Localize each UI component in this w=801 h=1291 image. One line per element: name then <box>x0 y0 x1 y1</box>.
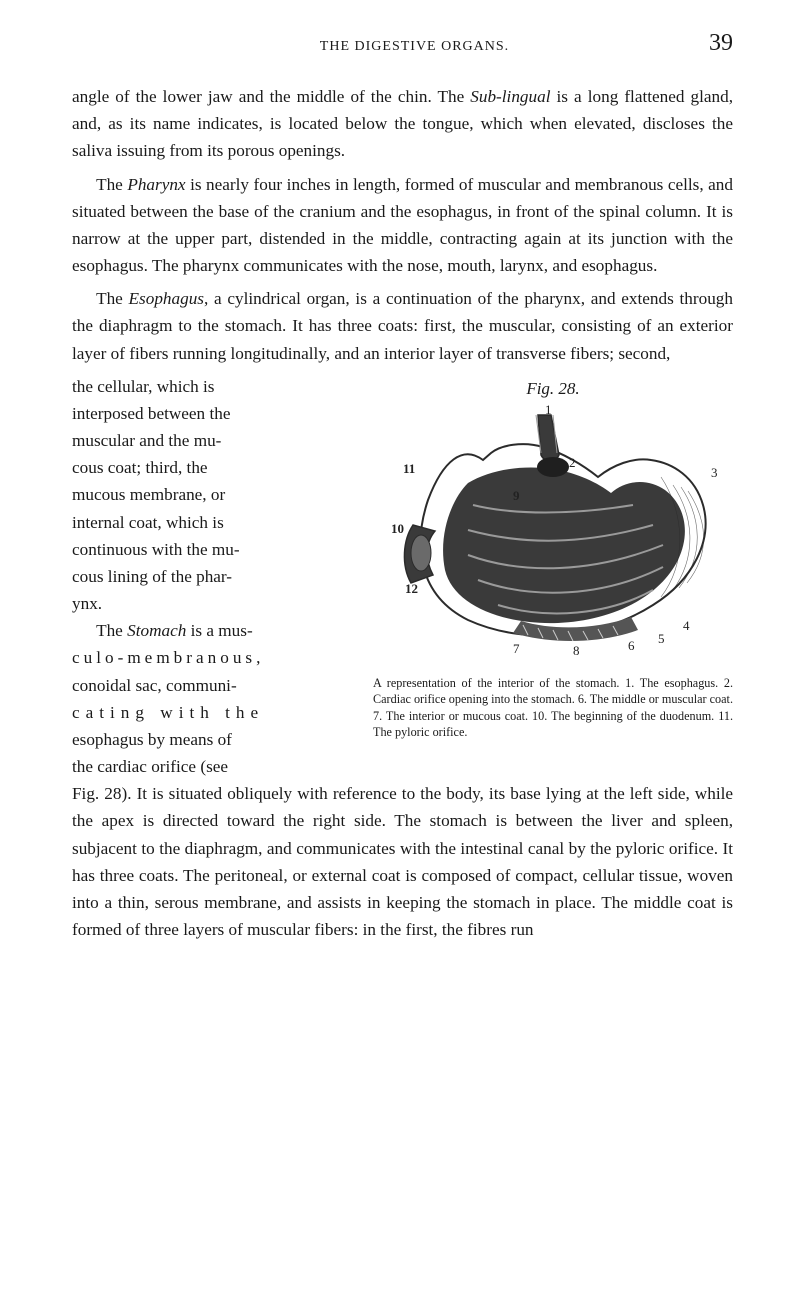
page-header: THE DIGESTIVE ORGANS. 39 <box>72 30 733 57</box>
term-esophagus: Esophagus <box>129 289 204 308</box>
paragraph-4: Fig. 28). It is situated obliquely with … <box>72 780 733 943</box>
text-run: The <box>96 289 128 308</box>
running-title: THE DIGESTIVE ORGANS. <box>120 39 709 55</box>
text-run: angle of the lower jaw and the middle of… <box>72 87 470 106</box>
paragraph-2: The Pharynx is nearly four inches in len… <box>72 171 733 280</box>
text-run: culo-membranous, <box>72 648 264 667</box>
term-stomach: Stomach <box>127 621 186 640</box>
fig-label-7: 7 <box>513 641 520 656</box>
figure-text-wrap: Fig. 28. <box>72 373 733 781</box>
fig-label-9: 9 <box>513 488 520 503</box>
fig-label-11: 11 <box>403 461 415 476</box>
paragraph-3: The Esophagus, a cylindrical organ, is a… <box>72 285 733 367</box>
stomach-illustration-icon: 1 2 3 4 5 6 7 8 9 10 11 12 <box>373 405 733 665</box>
page-number: 39 <box>709 30 733 57</box>
page-root: THE DIGESTIVE ORGANS. 39 angle of the lo… <box>0 0 801 1291</box>
cardiac-orifice <box>537 457 569 477</box>
text-run: The <box>96 175 127 194</box>
text-run: The <box>96 621 127 640</box>
fig-label-1: 1 <box>545 405 552 417</box>
paragraph-1: angle of the lower jaw and the middle of… <box>72 83 733 165</box>
pyloric-orifice <box>411 535 431 571</box>
fig-label-6: 6 <box>628 638 635 653</box>
figure-legend: A representation of the interior of the … <box>373 675 733 741</box>
fig-label-12: 12 <box>405 581 418 596</box>
figure-svg-wrap: 1 2 3 4 5 6 7 8 9 10 11 12 <box>373 405 733 665</box>
fig-label-4: 4 <box>683 618 690 633</box>
term-sublingual: Sub-lingual <box>470 87 550 106</box>
text-line: the cardiac orifice (see <box>72 753 733 780</box>
fig-label-2: 2 <box>569 455 576 470</box>
text-run: is a mus- <box>186 621 252 640</box>
text-run: cating with the <box>72 703 264 722</box>
term-pharynx: Pharynx <box>127 175 185 194</box>
fig-label-3: 3 <box>711 465 718 480</box>
fig-label-10: 10 <box>391 521 404 536</box>
fig-label-8: 8 <box>573 643 580 658</box>
figure-caption: Fig. 28. <box>373 379 733 399</box>
figure-28: Fig. 28. <box>373 379 733 741</box>
fig-label-5: 5 <box>658 631 665 646</box>
